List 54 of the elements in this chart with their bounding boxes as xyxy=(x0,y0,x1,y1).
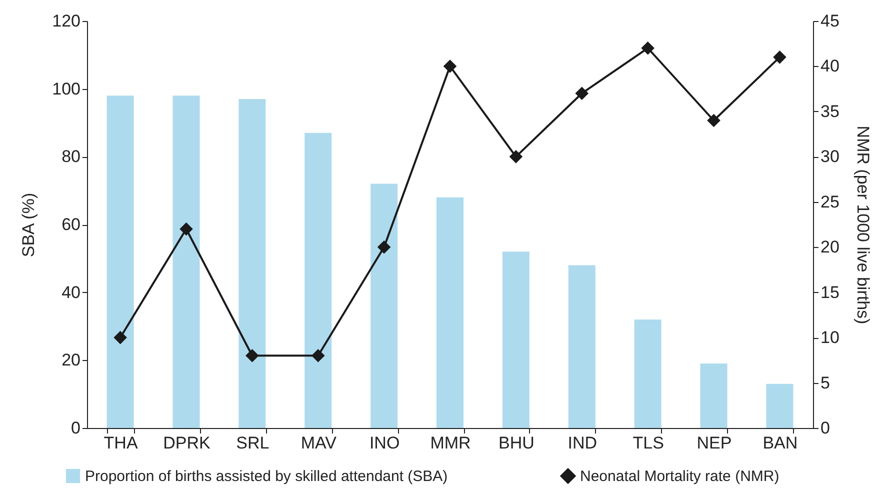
point xyxy=(312,349,324,362)
bar xyxy=(568,265,596,428)
y-tick-label: 0 xyxy=(71,418,80,438)
y-tick-label: 120 xyxy=(52,12,80,30)
bar xyxy=(370,184,398,428)
point xyxy=(642,42,654,54)
x-tick-label: SRL xyxy=(236,434,270,452)
bar xyxy=(766,384,794,428)
y-tick-label: 60 xyxy=(62,215,80,234)
point xyxy=(378,240,390,254)
point xyxy=(444,60,456,72)
legend-label: Proportion of births assisted by skilled attendant (SBA) xyxy=(85,468,448,485)
y-tick-label: 100 xyxy=(52,79,80,98)
x-tick-label: DPRK xyxy=(163,434,212,452)
x-tick-label: MMR xyxy=(430,434,471,452)
point xyxy=(114,331,127,344)
bar xyxy=(304,132,332,428)
y2-tick-label: 5 xyxy=(820,373,830,392)
x-tick-label: NEP xyxy=(696,434,732,452)
point xyxy=(510,150,522,163)
legend-label: Neonatal Mortality rate (NMR) xyxy=(580,468,780,485)
y-tick-label: 80 xyxy=(62,147,80,166)
point xyxy=(708,114,720,127)
x-tick-label: MAV xyxy=(300,434,338,452)
y2-tick-label: 15 xyxy=(820,282,840,302)
x-tick-label: INO xyxy=(369,434,400,452)
bar xyxy=(634,319,662,428)
bar xyxy=(700,364,728,428)
point xyxy=(773,50,786,64)
y2-tick-label: 30 xyxy=(820,147,840,166)
y2-axis-title: NMR (per 1000 live births) xyxy=(853,126,872,324)
x-tick-label: IND xyxy=(568,434,598,452)
bar xyxy=(172,96,200,428)
y2-tick-label: 10 xyxy=(820,328,840,348)
x-tick-label: BAN xyxy=(762,434,798,452)
y-tick-label: 20 xyxy=(62,350,80,370)
point xyxy=(246,349,258,362)
y2-tick-label: 0 xyxy=(820,418,830,438)
bar xyxy=(502,252,530,428)
y-tick-label: 40 xyxy=(62,282,80,302)
bar xyxy=(238,99,266,428)
y-axis-title: SBA (%) xyxy=(19,192,38,258)
bar xyxy=(436,197,464,428)
y2-tick-label: 35 xyxy=(820,102,840,121)
y2-tick-label: 40 xyxy=(820,56,840,76)
point xyxy=(180,222,192,236)
bar xyxy=(106,96,134,428)
x-tick-label: TLS xyxy=(632,434,664,452)
x-tick-label: BHU xyxy=(498,434,534,452)
y2-tick-label: 45 xyxy=(820,12,840,30)
y2-tick-label: 25 xyxy=(820,192,840,212)
point xyxy=(576,87,588,100)
y2-tick-label: 20 xyxy=(820,238,840,257)
x-tick-label: THA xyxy=(104,434,138,452)
